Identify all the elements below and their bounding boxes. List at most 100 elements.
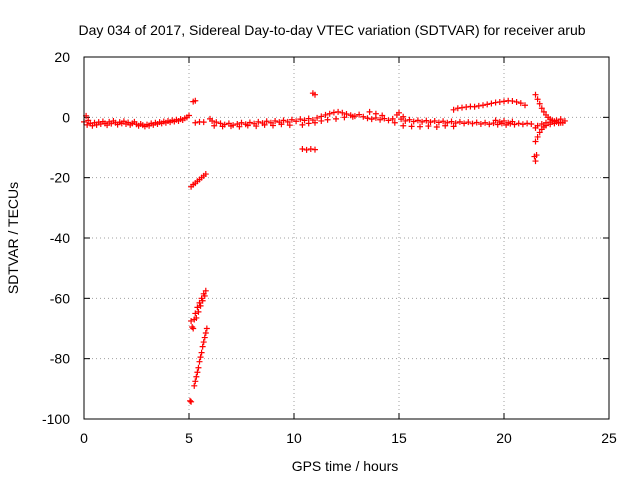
data-point [314,114,321,121]
axis-ticks: 0 5 10 15 20 25 -100 -80 -60 -40 -20 0 20 [42,49,617,446]
data-point [284,118,291,125]
series-baseline [81,108,535,130]
data-point [85,117,92,124]
data-point [440,118,447,125]
data-point [496,118,503,125]
data-point [423,117,430,124]
data-point [486,121,493,128]
data-point [199,297,206,304]
data-point [433,123,440,130]
data-point [194,369,201,376]
data-point [261,121,268,128]
data-point [286,122,293,129]
data-point [333,115,339,122]
data-point [463,104,470,111]
data-point [195,364,202,371]
data-point [488,100,495,107]
data-point [528,120,535,127]
data-point [389,115,396,122]
chart-title: Day 034 of 2017, Sidereal Day-to-day VTE… [78,22,585,38]
data-point [471,103,478,110]
data-point [192,97,199,104]
x-tick-label: 0 [80,430,88,446]
data-point [505,119,512,126]
data-point [456,118,463,125]
data-point [553,117,560,124]
data-point [244,122,251,129]
x-tick-label: 15 [391,430,407,446]
data-point [203,325,210,332]
data-point [326,110,333,117]
series-late-hump [450,97,528,126]
data-point [195,308,202,315]
data-point [190,325,197,332]
data-point [381,115,388,122]
data-point [213,119,220,126]
data-point [536,129,543,136]
data-point [501,117,507,124]
data-point [368,116,375,123]
data-point [288,116,295,123]
data-point [492,99,499,106]
series-middle-streak [188,287,209,332]
data-point [335,108,342,115]
data-point [450,123,457,130]
data-point [366,108,373,115]
data-point [191,382,198,389]
data-point [263,118,270,125]
data-point [312,146,318,153]
data-point [509,98,516,105]
data-point [400,122,407,129]
data-point [477,120,484,127]
data-point [192,119,199,126]
data-point [312,119,318,126]
data-point [461,120,468,127]
data-point [511,121,518,128]
data-point [188,317,195,324]
data-point [475,102,482,109]
x-tick-label: 25 [601,430,617,446]
data-point [469,120,476,127]
data-point [200,119,207,126]
data-point [561,117,568,124]
data-point [459,104,465,111]
data-point [193,373,200,380]
data-point [270,122,276,129]
data-point [379,112,386,119]
data-point [473,119,480,126]
data-point [414,117,421,124]
data-point [377,116,384,123]
data-point [200,339,207,346]
data-point [341,114,348,121]
data-point [410,118,417,125]
data-point [431,117,438,124]
data-point [305,120,312,127]
data-point [385,117,392,124]
data-point [192,310,199,317]
data-point [543,119,549,126]
data-point [217,120,224,127]
x-tick-label: 5 [185,430,193,446]
data-point [201,292,208,299]
y-tick-label: 0 [62,109,70,125]
data-point [391,119,398,126]
data-point [228,123,234,130]
data-point [272,117,279,124]
data-point [452,120,459,127]
data-point [280,117,287,124]
data-point [482,119,489,126]
data-point [465,119,472,126]
y-axis-label: SDTVAR / TECUs [5,182,21,294]
y-tick-label: -100 [42,411,70,427]
data-point [396,109,402,116]
y-tick-label: -20 [50,170,70,186]
data-point [246,119,253,126]
x-tick-label: 10 [286,430,302,446]
data-point [349,113,356,120]
data-point [547,119,554,126]
data-point [536,100,543,107]
data-point [372,110,379,117]
data-points [81,90,568,405]
data-point [522,102,528,109]
